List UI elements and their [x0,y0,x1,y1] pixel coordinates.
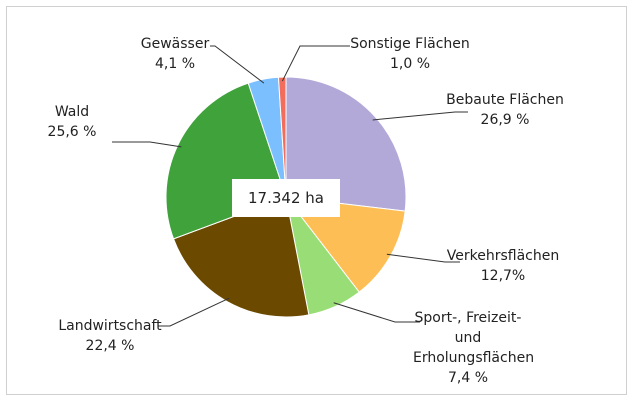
slice-value: 7,4 % [447,370,489,386]
leader-line [386,253,460,263]
slice-label: Bebaute Flächen 26,9 % [446,90,564,130]
slice-label: Wald 25,6 % [48,102,97,142]
slice-label: Sonstige Flächen 1,0 % [350,34,470,74]
slice-label: Gewässer 4,1 % [141,34,209,74]
pie-slice [277,76,287,198]
slice-value: 1,0 % [389,56,431,72]
leader-line [372,111,468,121]
pie-slice [285,76,407,212]
leader-line [210,45,265,84]
pie-slice [284,196,406,293]
leader-line [158,297,230,327]
slice-name: Sonstige Flächen [350,36,470,52]
slice-value: 12,7% [480,268,526,284]
slice-label: Verkehrsflächen 12,7% [447,246,559,286]
slice-value: 22,4 % [85,338,135,354]
slice-label: Sport-, Freizeit- und Erholungsflächen 7,… [413,308,535,388]
center-annotation: 17.342 ha [232,179,340,217]
leader-line [112,141,182,148]
slice-name: Wald [54,104,90,120]
leader-line [281,45,350,82]
slice-name: Bebaute Flächen [446,92,564,108]
pie-slice [172,196,310,318]
slice-value: 26,9 % [480,112,530,128]
slice-name: Sport-, Freizeit- und Erholungsflächen [413,310,535,366]
slice-value: 25,6 % [47,124,97,140]
slice-name: Landwirtschaft [58,318,162,334]
slice-name: Gewässer [140,36,210,52]
leader-line [333,302,420,323]
slice-label: Landwirtschaft 22,4 % [58,316,161,356]
slice-value: 4,1 % [154,56,196,72]
slice-name: Verkehrsflächen [446,248,560,264]
